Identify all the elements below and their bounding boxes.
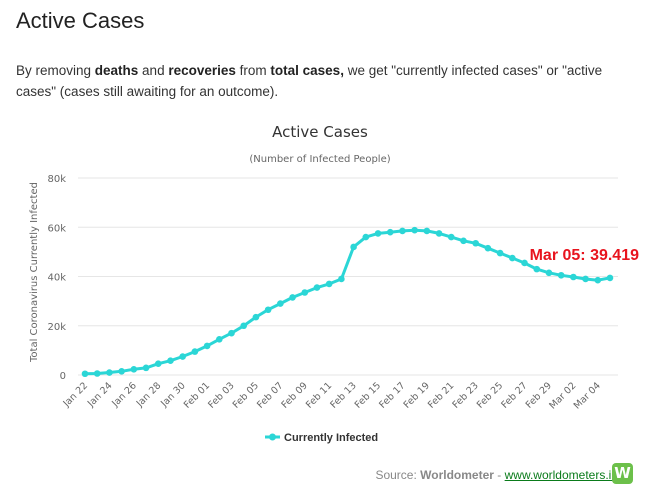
data-point: [545, 269, 553, 277]
data-point: [411, 226, 418, 234]
source-link[interactable]: www.worldometers.info: [504, 468, 628, 482]
data-point: [325, 280, 333, 288]
x-tick-label: Feb 01: [182, 380, 212, 410]
data-point: [277, 300, 284, 307]
data-point: [289, 294, 296, 301]
data-point: [264, 306, 272, 314]
x-tick-label: Jan 22: [61, 380, 91, 410]
data-point: [216, 335, 223, 343]
x-tick-label: Jan 24: [85, 380, 115, 410]
annotations: Mar 05: 39.419: [530, 247, 640, 264]
data-point: [606, 274, 614, 282]
page-title: Active Cases: [16, 8, 145, 33]
x-tick-label: Feb 17: [377, 380, 407, 410]
y-tick-label: 0: [60, 371, 66, 382]
x-tick-label: Mar 04: [572, 380, 603, 411]
intro-bold-deaths: deaths: [94, 63, 139, 78]
x-tick-label: Jan 28: [134, 380, 164, 410]
data-point: [154, 360, 162, 367]
worldometer-logo-icon: W: [612, 463, 633, 484]
intro-text-4: we get "currently infected cases" or "ac…: [16, 63, 603, 99]
data-point: [81, 370, 89, 378]
grid-lines: [78, 177, 618, 376]
data-point: [521, 259, 528, 267]
data-point: [399, 227, 406, 235]
data-point: [350, 243, 357, 251]
data-point: [240, 322, 248, 330]
intro-text-1: By removing: [16, 63, 95, 78]
source-sep: -: [493, 468, 505, 482]
data-point: [496, 249, 504, 257]
series-currently-infected: [81, 226, 614, 378]
x-tick-label: Feb 11: [304, 380, 334, 410]
data-point: [386, 228, 394, 236]
y-axis-label: Total Coronavirus Currently Infected: [29, 182, 40, 363]
data-point: [338, 275, 345, 283]
x-tick-label: Feb 19: [402, 380, 432, 410]
data-point: [191, 348, 199, 355]
x-tick-label: Feb 09: [280, 380, 310, 410]
data-point: [106, 369, 113, 376]
data-point: [301, 289, 309, 296]
data-point: [130, 366, 138, 373]
data-point: [570, 273, 577, 281]
x-tick-label: Feb 03: [206, 380, 236, 410]
data-point: [435, 230, 443, 237]
x-tick-label: Feb 21: [426, 380, 456, 410]
legend[interactable]: Currently Infected: [265, 432, 378, 444]
intro-text-2: and: [138, 63, 169, 78]
x-tick-label: Feb 25: [475, 380, 505, 410]
intro-bold-recoveries: recoveries: [168, 63, 236, 78]
intro-text: By removing deaths and recoveries from t…: [16, 60, 636, 102]
data-point: [167, 357, 174, 365]
data-point: [594, 276, 602, 284]
legend-marker: [269, 433, 276, 441]
chart-subtitle: (Number of Infected People): [249, 154, 390, 165]
data-point: [533, 265, 541, 273]
intro-bold-total-cases: total cases,: [270, 63, 344, 78]
data-point: [509, 254, 516, 262]
chart-title: Active Cases: [272, 123, 368, 141]
x-tick-label: Feb 05: [231, 380, 261, 410]
source-credit: Source: Worldometer - www.worldometers.i…: [375, 468, 628, 482]
x-tick-label: Jan 26: [109, 380, 139, 410]
y-axis-ticks: 0 20k 40k 60k 80k: [47, 174, 66, 382]
annotation-label: Mar 05: 39.419: [530, 247, 640, 264]
data-point: [447, 233, 455, 241]
data-point: [179, 353, 186, 360]
data-point: [118, 368, 125, 375]
data-point: [228, 329, 235, 337]
data-point: [374, 230, 382, 237]
data-point: [203, 342, 211, 350]
data-point: [362, 233, 370, 241]
y-tick-label: 40k: [47, 273, 66, 284]
data-point: [252, 313, 260, 321]
x-tick-label: Feb 07: [255, 380, 285, 410]
data-point: [460, 237, 467, 245]
x-tick-label: Feb 13: [328, 380, 358, 410]
data-point: [582, 275, 589, 283]
x-tick-label: Feb 27: [499, 380, 529, 410]
data-point: [313, 284, 321, 291]
data-point: [142, 364, 150, 372]
y-tick-label: 60k: [47, 223, 66, 234]
x-tick-label: Feb 15: [353, 380, 383, 410]
data-point: [472, 239, 479, 247]
data-point: [93, 370, 101, 377]
source-prefix: Source:: [375, 468, 421, 482]
x-tick-label: Feb 23: [450, 380, 480, 410]
data-point: [557, 271, 565, 279]
source-name: Worldometer: [420, 468, 494, 482]
data-point: [484, 244, 492, 252]
intro-text-3: from: [235, 63, 271, 78]
legend-label: Currently Infected: [284, 432, 378, 444]
data-point: [423, 227, 431, 235]
y-tick-label: 20k: [47, 322, 66, 333]
y-tick-label: 80k: [47, 174, 66, 185]
